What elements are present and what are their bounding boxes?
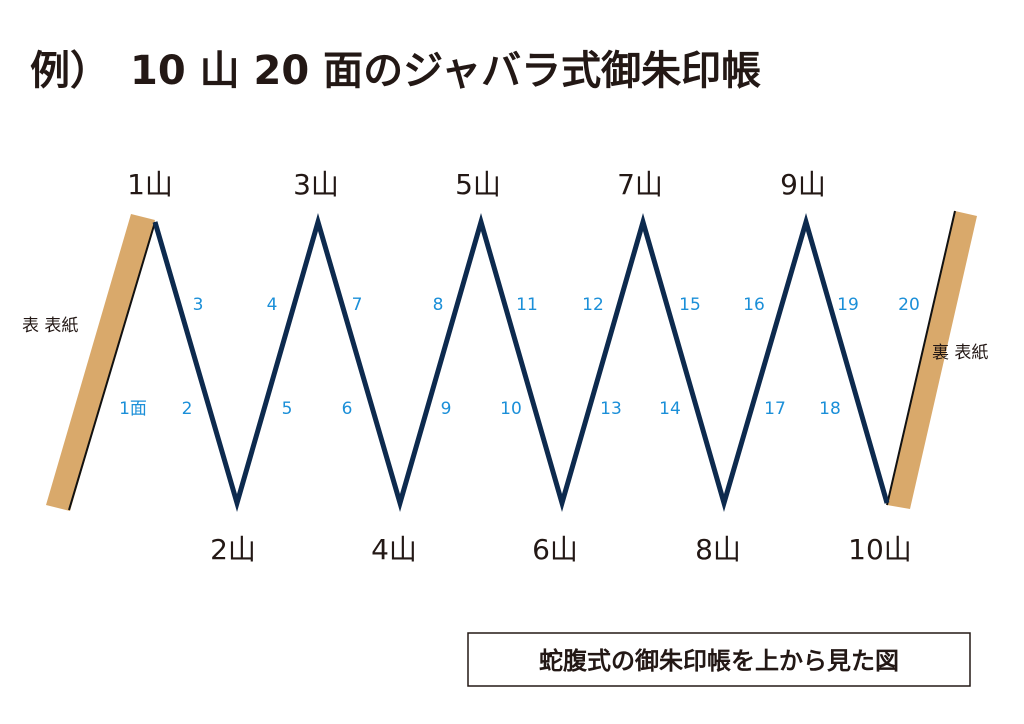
mountain-label: 5山 bbox=[455, 168, 501, 201]
page-number: 2 bbox=[182, 399, 193, 419]
mountain-label: 10山 bbox=[848, 533, 912, 566]
front-cover bbox=[46, 214, 155, 511]
mountain-label: 4山 bbox=[371, 533, 417, 566]
back-cover-label: 裏 表紙 bbox=[932, 342, 988, 363]
mountain-label: 9山 bbox=[780, 168, 826, 201]
page-number: 18 bbox=[819, 399, 841, 419]
mountain-label: 1山 bbox=[127, 168, 173, 201]
page-number: 4 bbox=[267, 295, 278, 315]
mountain-label: 7山 bbox=[617, 168, 663, 201]
page-number: 3 bbox=[193, 295, 204, 315]
page-number: 15 bbox=[679, 295, 701, 315]
mountain-label: 6山 bbox=[532, 533, 578, 566]
page-title: 例） 10 山 20 面のジャバラ式御朱印帳 bbox=[30, 48, 761, 94]
back-cover-edge bbox=[886, 210, 956, 506]
page-number: 11 bbox=[516, 295, 538, 315]
page-number: 13 bbox=[600, 399, 622, 419]
page-number: 5 bbox=[282, 399, 293, 419]
page-number: 17 bbox=[764, 399, 786, 419]
caption-box bbox=[467, 632, 971, 687]
front-cover-edge bbox=[68, 221, 156, 511]
page-number: 16 bbox=[743, 295, 765, 315]
lower-page-numbers: 1面 2 5 6 9 10 13 14 17 18 bbox=[119, 399, 841, 419]
page-number: 19 bbox=[837, 295, 859, 315]
fold-zigzag bbox=[152, 212, 890, 513]
upper-page-numbers: 3 4 7 8 11 12 15 16 19 20 bbox=[193, 295, 920, 315]
page-number: 12 bbox=[582, 295, 604, 315]
page-number: 6 bbox=[342, 399, 353, 419]
page-number: 7 bbox=[352, 295, 363, 315]
page-number: 20 bbox=[898, 295, 920, 315]
page-number: 8 bbox=[433, 295, 444, 315]
caption: 蛇腹式の御朱印帳を上から見た図 bbox=[539, 647, 899, 675]
page-number: 1面 bbox=[119, 399, 147, 419]
page-number: 9 bbox=[441, 399, 452, 419]
front-cover-label: 表 表紙 bbox=[22, 316, 78, 336]
page-number: 14 bbox=[659, 399, 681, 419]
mountain-label: 8山 bbox=[695, 533, 741, 566]
mountain-label: 3山 bbox=[293, 168, 339, 201]
bottom-mountain-labels: 2山 4山 6山 8山 10山 bbox=[210, 533, 912, 566]
top-mountain-labels: 1山 3山 5山 7山 9山 bbox=[127, 168, 826, 201]
mountain-label: 2山 bbox=[210, 533, 256, 566]
back-cover bbox=[887, 211, 977, 509]
page-number: 10 bbox=[500, 399, 522, 419]
